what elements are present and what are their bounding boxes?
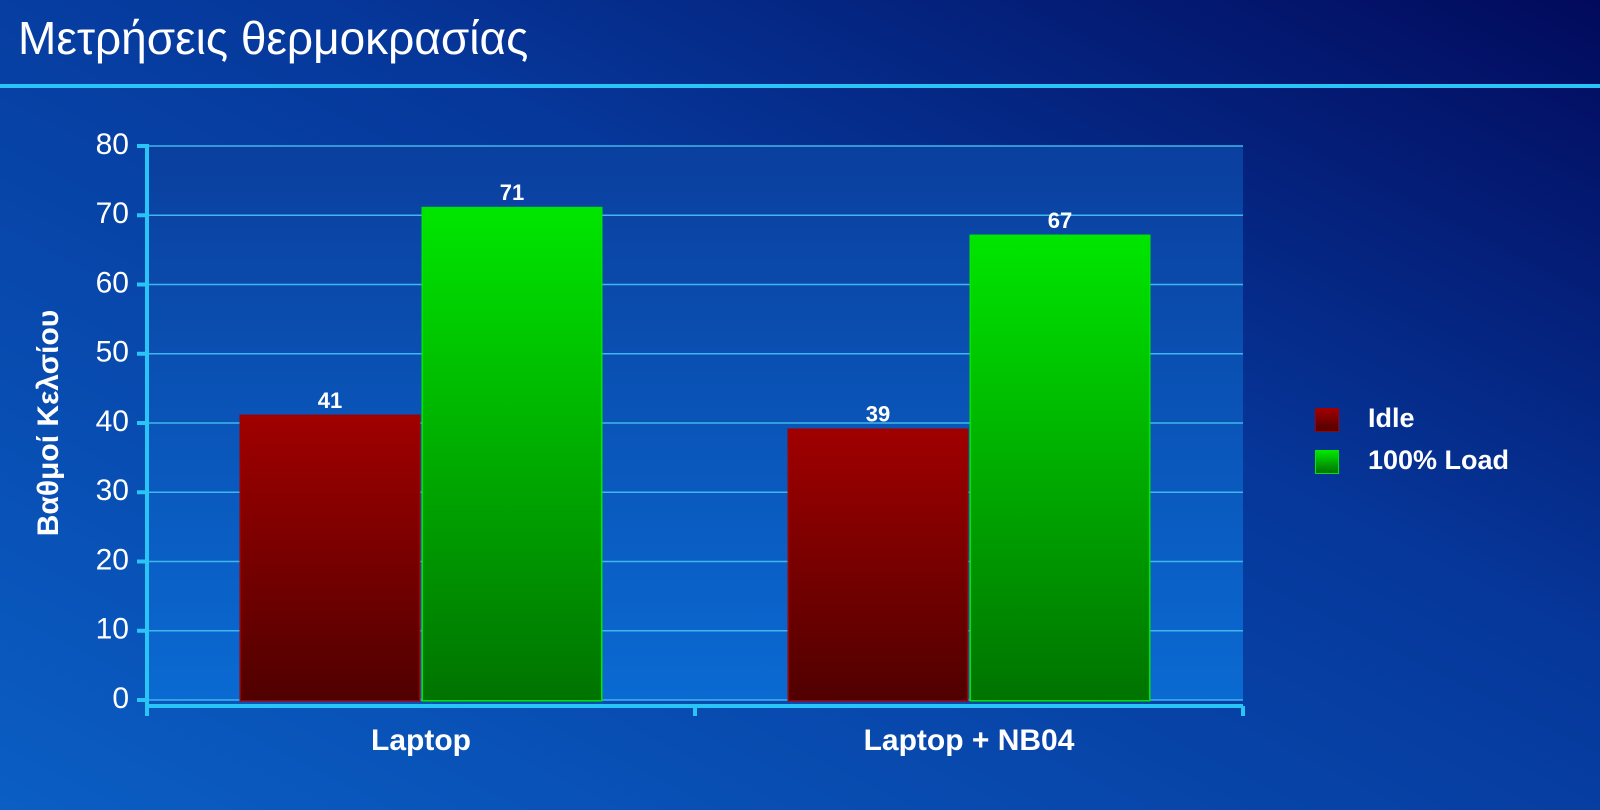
data-label: 67 (1048, 208, 1072, 233)
legend-label: Idle (1368, 403, 1415, 433)
y-tick-label: 10 (96, 613, 129, 646)
data-label: 71 (500, 180, 524, 205)
legend-swatch-shade (1316, 451, 1338, 473)
slide-title: Μετρήσεις θερμοκρασίας (18, 12, 528, 64)
y-axis-title: Βαθμοί Κελσίου (32, 310, 65, 537)
legend-label: 100% Load (1368, 445, 1509, 475)
y-tick-label: 60 (96, 266, 129, 299)
title-rule (0, 84, 1600, 88)
data-label: 41 (318, 388, 342, 413)
y-tick-label: 70 (96, 197, 129, 230)
bar-shade (241, 416, 419, 700)
y-tick-label: 50 (96, 336, 129, 369)
legend-swatch-shade (1316, 409, 1338, 431)
y-tick-label: 80 (96, 128, 129, 161)
bar-shade (971, 236, 1149, 700)
y-tick-label: 20 (96, 543, 129, 576)
chart: 0 10 20 30 40 50 60 70 80 Laptop 41 71 Laptop + NB04… (96, 128, 1509, 757)
y-tick-label: 40 (96, 405, 129, 438)
data-label: 39 (866, 402, 890, 427)
x-tick-label: Laptop + NB04 (864, 724, 1075, 757)
y-tick-label: 0 (112, 682, 129, 715)
bar-shade (423, 208, 601, 700)
bar-shade (789, 429, 967, 700)
x-tick-label: Laptop (371, 724, 471, 757)
y-tick-label: 30 (96, 474, 129, 507)
